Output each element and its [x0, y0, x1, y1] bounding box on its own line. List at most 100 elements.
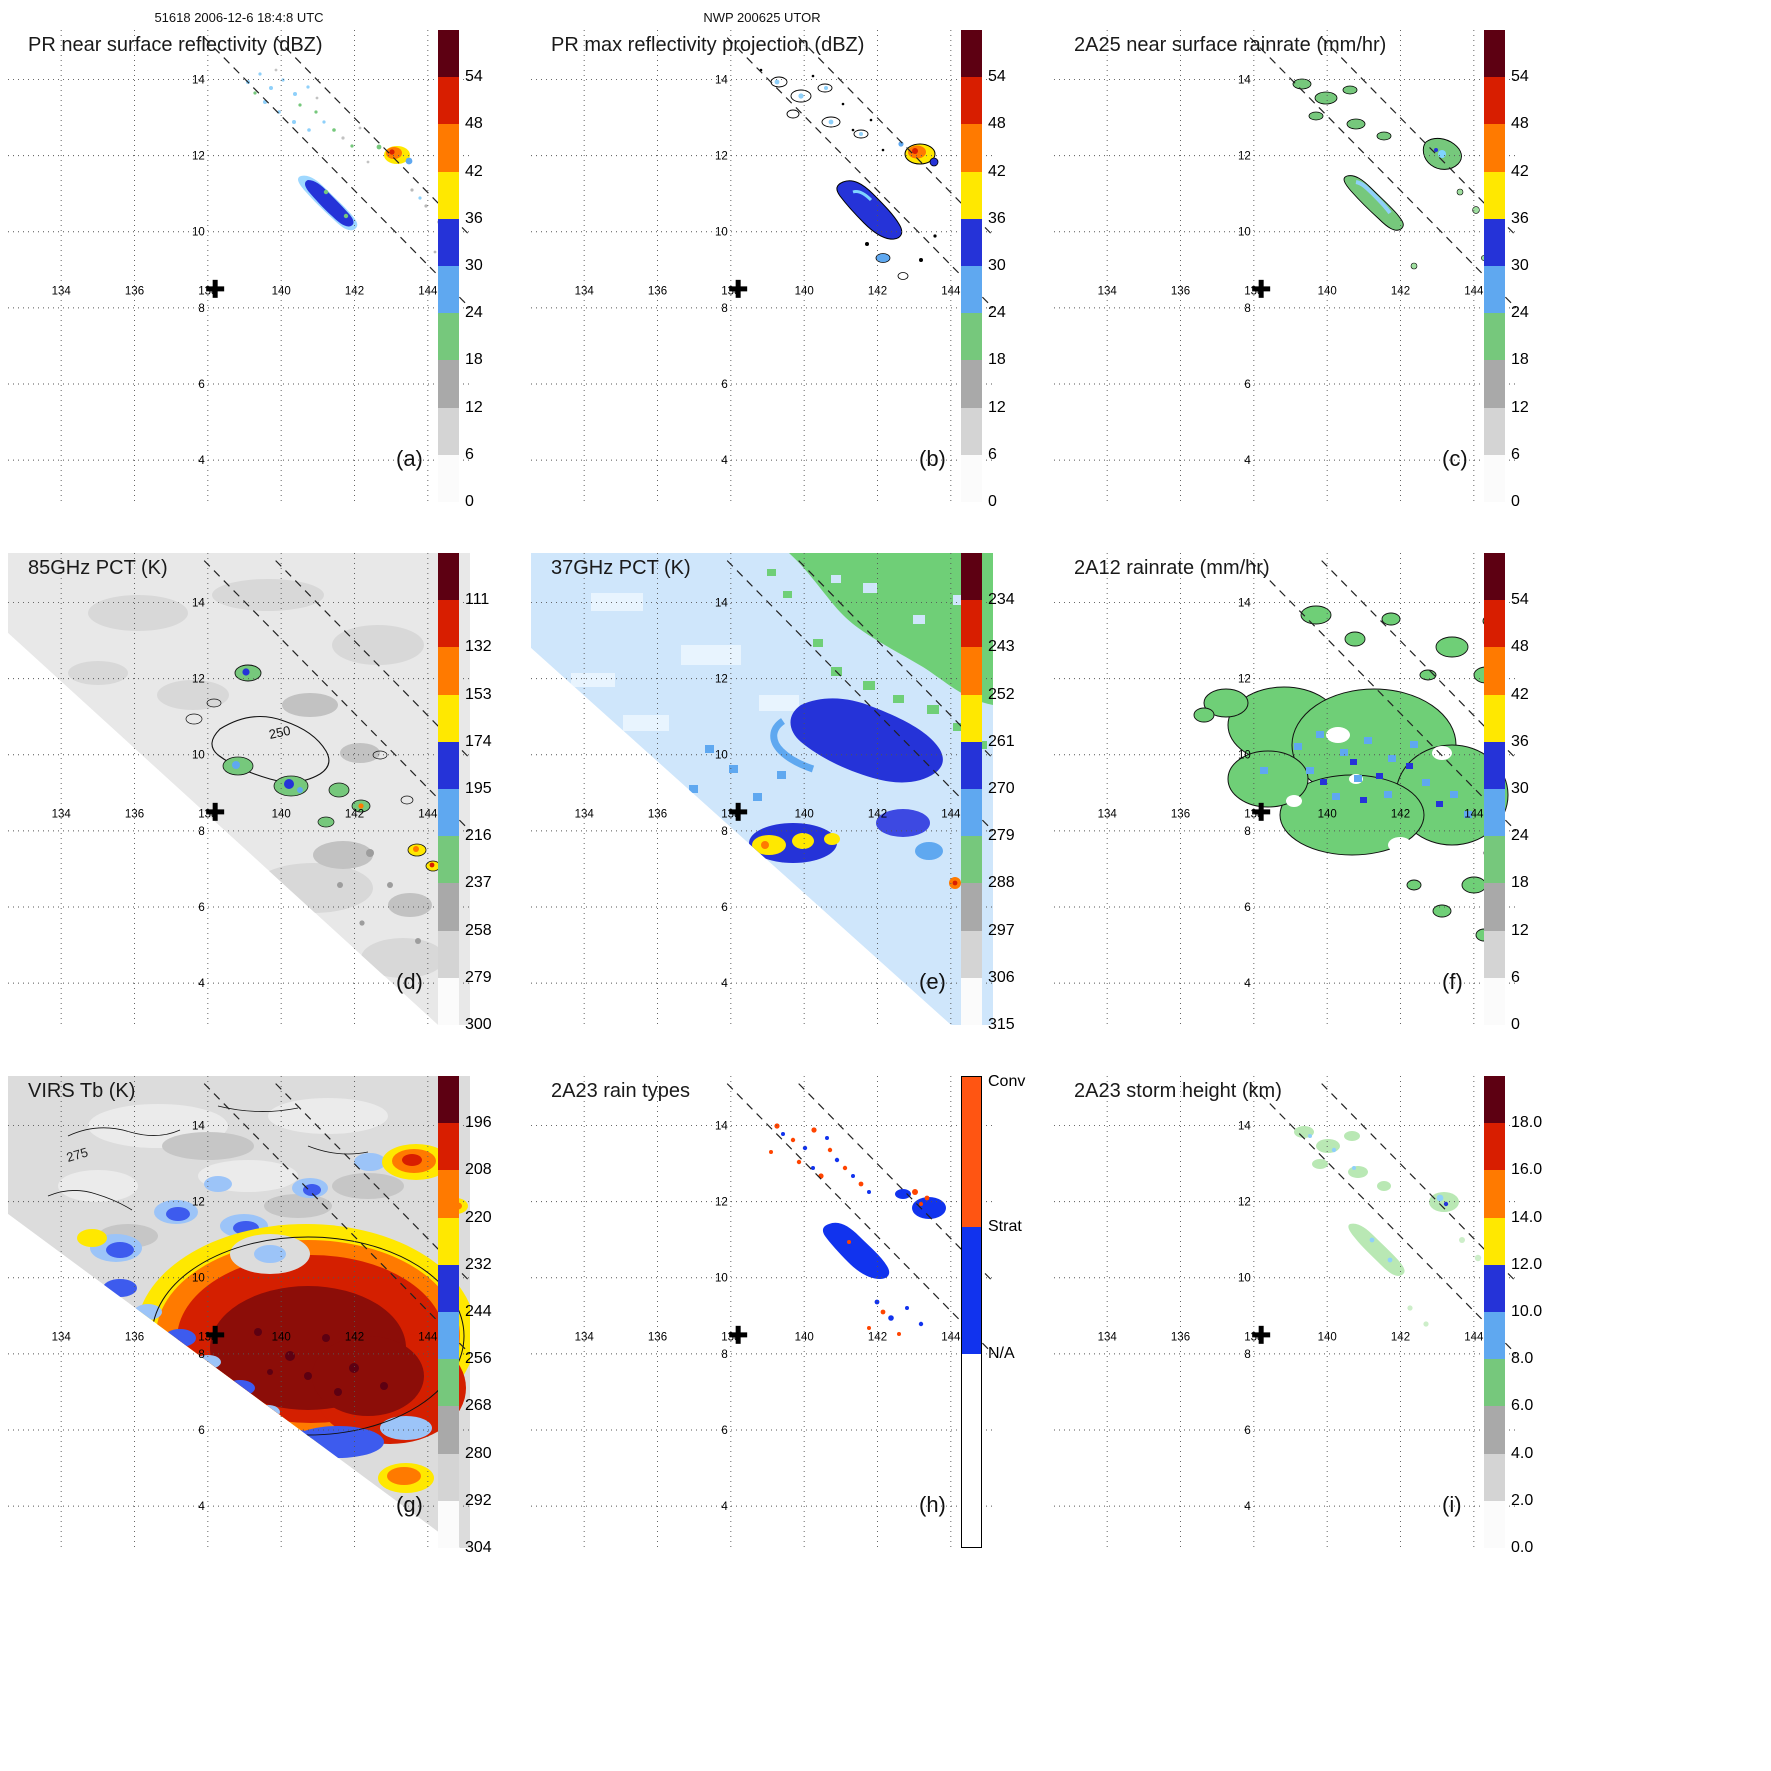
- colorbar-tick-label: 216: [465, 827, 492, 845]
- colorbar-segment: [1484, 266, 1505, 314]
- panel-letter-b: (b): [919, 446, 946, 471]
- colorbar-tick-label: 12: [465, 398, 483, 416]
- y-tick-label: 12: [1238, 151, 1251, 163]
- colorbar-tick-label: 54: [988, 68, 1006, 86]
- y-tick-label: 8: [198, 1349, 204, 1361]
- panel-letter-i: (i): [1442, 1492, 1462, 1517]
- y-tick-label: 4: [198, 978, 205, 990]
- panel-title-h: 2A23 rain types: [551, 1080, 690, 1102]
- colorbar-segment: [961, 694, 982, 742]
- y-tick-label: 6: [1244, 379, 1250, 391]
- colorbar-tick-label: 48: [465, 115, 483, 133]
- y-tick-label: 8: [721, 826, 727, 838]
- colorbar-tick-label: 280: [465, 1444, 492, 1462]
- colorbar-tick-label: 30: [1511, 257, 1529, 274]
- colorbar-segment: [1484, 553, 1505, 601]
- colorbar-tick-label: 244: [465, 1303, 492, 1320]
- colorbar-tick-label: 208: [465, 1161, 492, 1179]
- colorbar-segment: [962, 1227, 981, 1355]
- y-tick-label: 14: [192, 1120, 205, 1132]
- colorbar-segment: [1484, 171, 1505, 219]
- x-tick-label: 134: [52, 1332, 72, 1344]
- colorbar-segment: [961, 360, 982, 408]
- panel-b: PR max reflectivity projection (dBZ): [523, 0, 1046, 523]
- x-tick-label: 142: [1391, 286, 1410, 298]
- panel-c: 2A25 near surface rainrate (mm/hr) 134 13…: [1046, 0, 1569, 523]
- y-tick-label: 10: [1238, 227, 1251, 239]
- colorbar-segment: [438, 1123, 459, 1171]
- colorbar-tick-label: 12: [988, 398, 1006, 416]
- colorbar-segment: [1484, 1359, 1505, 1407]
- colorbar-tick-label: 6: [988, 445, 997, 463]
- colorbar-segment: [438, 1500, 459, 1549]
- colorbar-tick-label: 243: [988, 638, 1015, 656]
- colorbar-tick-label: 14.0: [1511, 1208, 1543, 1226]
- colorbar-segment: [1484, 1312, 1505, 1360]
- swath-edge-line: [798, 1083, 993, 1282]
- x-tick-label: 142: [868, 286, 887, 298]
- y-tick-label: 4: [1244, 1501, 1251, 1513]
- panel-f: 2A12 rainrate (mm/hr): [1046, 523, 1569, 1046]
- panel-title-b: PR max reflectivity projection (dBZ): [551, 34, 865, 56]
- colorbar-segment: [1484, 647, 1505, 695]
- colorbar-segment: [438, 836, 459, 884]
- colorbar-segment: [961, 553, 982, 601]
- colorbar-segment: [438, 600, 459, 648]
- colorbar-segment: [438, 930, 459, 978]
- tmi-rainrate-features: [1193, 605, 1509, 942]
- colorbar-tick-label: 0: [988, 493, 997, 510]
- colorbar-tick-label: 0: [465, 493, 474, 510]
- colorbar-segment: [961, 218, 982, 267]
- swath-edge-line: [203, 37, 470, 309]
- y-tick-label: 8: [721, 303, 727, 315]
- swath-edge-line: [726, 560, 993, 832]
- colorbar-segment: [1484, 836, 1505, 884]
- colorbar-tick-label: 36: [1511, 209, 1529, 227]
- x-tick-label: 144: [941, 809, 961, 821]
- y-tick-label: 8: [721, 1349, 727, 1361]
- swath-edge-line: [203, 560, 470, 832]
- x-tick-label: 140: [272, 1332, 291, 1344]
- y-tick-label: 4: [198, 1501, 205, 1513]
- colorbar-tick-label: 153: [465, 685, 492, 703]
- colorbar-segment: [1484, 600, 1505, 648]
- colorbar-segment: [1484, 407, 1505, 455]
- panel-title-e: 37GHz PCT (K): [551, 557, 691, 579]
- pr-max-reflectivity-features: [759, 68, 939, 280]
- y-tick-label: 12: [192, 674, 205, 686]
- colorbar-i-labels: 18.0 16.0 14.0 12.0 10.0 8.0 6.0 4.0 2.0 0.0: [1511, 1076, 1573, 1556]
- y-tick-label: 6: [1244, 902, 1250, 914]
- colorbar-tick-label: 220: [465, 1208, 492, 1226]
- colorbar-segment: [1484, 1076, 1505, 1124]
- x-tick-label: 142: [345, 809, 364, 821]
- colorbar-b-labels: 54 48 42 36 30 24 18 12 6 0: [988, 30, 1050, 510]
- x-tick-label: 136: [648, 286, 667, 298]
- colorbar-segment: [961, 647, 982, 695]
- y-tick-label: 8: [1244, 303, 1250, 315]
- panel-title-a: PR near surface reflectivity (dBZ): [28, 34, 323, 56]
- y-tick-label: 6: [1244, 1425, 1250, 1437]
- colorbar-segment: [438, 883, 459, 931]
- colorbar-segment: [1484, 313, 1505, 361]
- panel-letter-c: (c): [1442, 446, 1468, 471]
- colorbar-segment: [438, 313, 459, 361]
- colorbar-segment: [961, 741, 982, 790]
- colorbar-e-labels: 234 243 252 261 270 279 288 297 306 315: [988, 553, 1050, 1033]
- colorbar-tick-label: 30: [1511, 780, 1529, 797]
- colorbar-tick-label: 48: [1511, 115, 1529, 133]
- x-tick-label: 142: [345, 286, 364, 298]
- colorbar-f-bar: [1484, 553, 1505, 1026]
- colorbar-tick-label: 0.0: [1511, 1539, 1534, 1556]
- x-tick-label: 134: [1098, 1332, 1118, 1344]
- x-tick-label: 144: [941, 1332, 961, 1344]
- colorbar-tick-label: 18: [465, 351, 483, 369]
